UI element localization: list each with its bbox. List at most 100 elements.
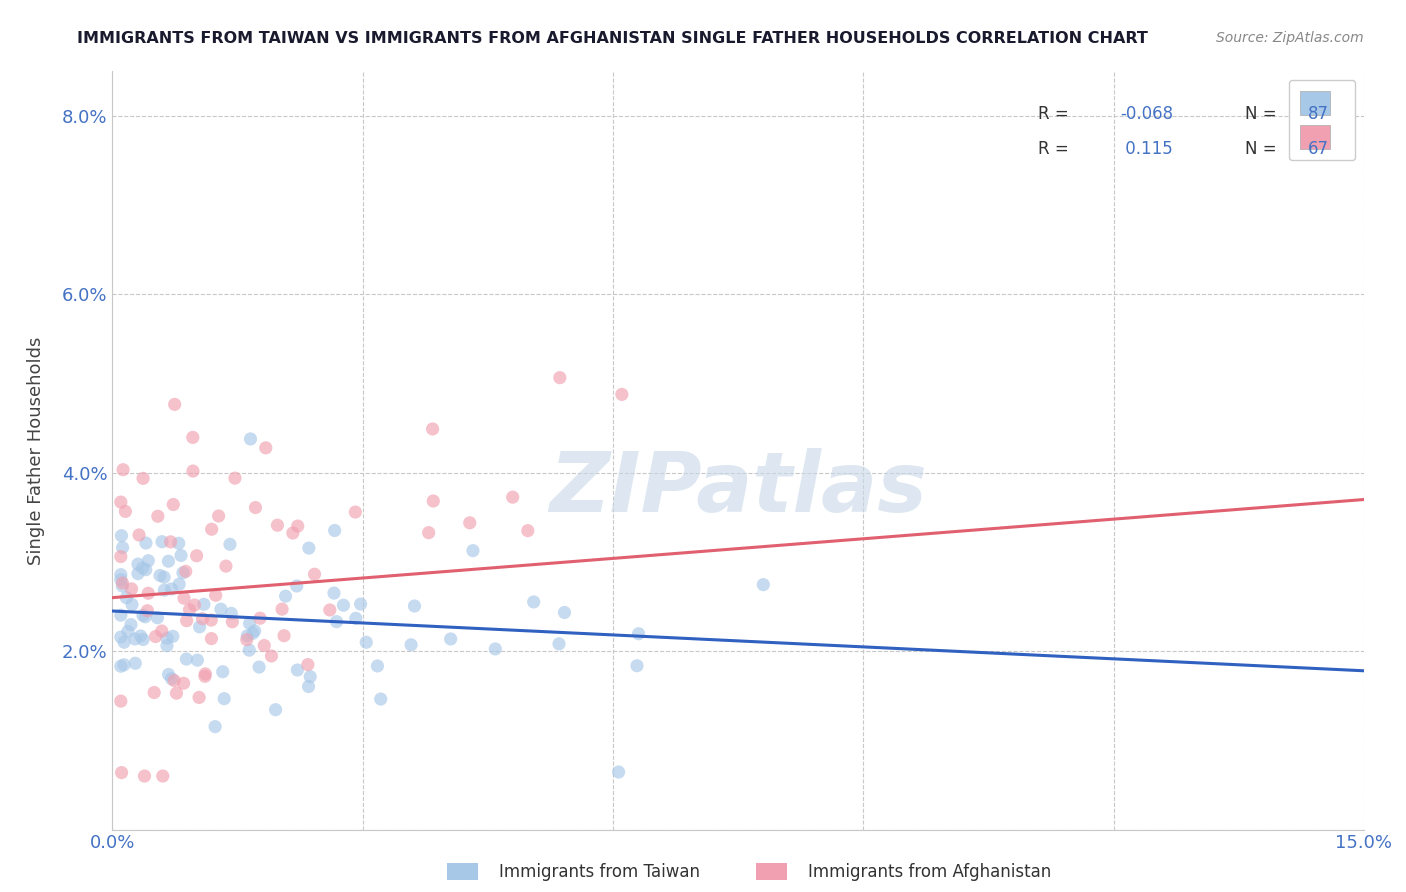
Point [399,638,422,652]
Point [163,397,186,411]
Point [325,615,347,629]
Point [153,570,176,584]
Point [253,639,276,653]
Point [247,660,270,674]
Point [221,607,243,621]
Point [204,588,226,602]
Point [484,642,506,657]
Text: Immigrants from Taiwan: Immigrants from Taiwan [499,863,700,881]
Point [153,583,176,598]
Point [112,635,135,649]
Point [124,632,146,646]
Point [170,549,193,563]
Point [344,611,367,625]
Point [461,543,484,558]
Point [502,490,524,504]
Point [366,659,388,673]
Point [174,565,197,579]
Point [200,632,222,646]
Point [111,541,134,555]
Point [145,630,167,644]
Point [131,561,153,575]
Point [523,595,546,609]
Text: Source: ZipAtlas.com: Source: ZipAtlas.com [1216,31,1364,45]
Text: Immigrants from Afghanistan: Immigrants from Afghanistan [808,863,1052,881]
Point [319,603,342,617]
Point [183,598,205,612]
Point [221,615,243,629]
Point [201,522,224,536]
Point [134,609,156,624]
Point [172,566,194,580]
Point [150,534,173,549]
Point [212,691,235,706]
Point [134,769,156,783]
Text: ZIPatlas: ZIPatlas [550,448,927,529]
Point [298,541,321,555]
Point [132,471,155,485]
Point [114,504,136,518]
Point [211,665,233,679]
Point [626,658,648,673]
Point [553,606,575,620]
Point [404,599,426,613]
Point [112,463,135,477]
Point [285,579,308,593]
Point [110,694,132,708]
Point [200,613,222,627]
Point [166,686,188,700]
Point [173,591,195,606]
Point [440,632,463,646]
Point [162,498,184,512]
Point [173,676,195,690]
Point [243,624,266,638]
Point [548,370,571,384]
Point [110,608,132,623]
Point [273,629,295,643]
Point [516,524,538,538]
Point [458,516,481,530]
Point [176,652,198,666]
Y-axis label: Single Father Households: Single Father Households [27,336,45,565]
Point [752,577,775,591]
Point [110,529,132,543]
Point [160,672,183,686]
Point [254,441,277,455]
Point [152,769,174,783]
Point [111,576,134,591]
Point [193,597,215,611]
Point [111,579,134,593]
Legend: , : , [1289,79,1355,161]
Point [236,629,259,643]
Point [422,494,444,508]
Point [157,667,180,681]
Point [349,597,371,611]
Point [194,669,217,683]
Point [285,663,308,677]
Point [150,624,173,638]
Point [115,591,138,605]
Point [323,586,346,600]
Point [186,653,208,667]
Point [124,657,146,671]
Point [242,626,264,640]
Point [239,616,262,631]
Point [204,720,226,734]
Point [120,617,142,632]
Point [110,549,132,564]
Point [215,559,238,574]
Point [179,602,201,616]
Point [418,525,440,540]
Text: IMMIGRANTS FROM TAIWAN VS IMMIGRANTS FROM AFGHANISTAN SINGLE FATHER HOUSEHOLDS C: IMMIGRANTS FROM TAIWAN VS IMMIGRANTS FRO… [77,31,1149,46]
Point [163,673,186,688]
Point [136,586,159,600]
Point [132,632,155,647]
Point [135,536,157,550]
Point [157,554,180,568]
Point [297,657,319,672]
Point [209,602,232,616]
Point [112,657,135,672]
Point [117,624,139,639]
Point [110,573,132,587]
Point [299,670,322,684]
